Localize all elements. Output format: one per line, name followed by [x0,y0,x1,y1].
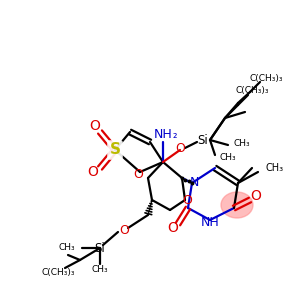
Text: C(CH₃)₃: C(CH₃)₃ [41,268,75,277]
Text: CH₃: CH₃ [265,163,283,173]
Text: O: O [88,165,98,179]
Text: O: O [133,167,143,181]
Text: O: O [119,224,129,236]
Text: CH₃: CH₃ [219,154,236,163]
Text: O: O [182,194,192,206]
Text: S: S [110,142,121,158]
Text: O: O [168,221,178,235]
Text: CH₃: CH₃ [58,244,75,253]
Text: C(CH₃)₃: C(CH₃)₃ [235,85,269,94]
Text: Si: Si [198,134,208,146]
Text: N: N [189,176,199,188]
Text: ₂: ₂ [173,130,177,140]
Text: NH: NH [154,128,172,142]
Text: C(CH₃)₃: C(CH₃)₃ [249,74,283,82]
Text: NH: NH [201,215,219,229]
Text: CH₃: CH₃ [92,266,108,274]
Text: Si: Si [94,242,105,254]
Text: CH₃: CH₃ [234,140,250,148]
Text: O: O [90,119,101,133]
Ellipse shape [221,192,253,218]
Text: O: O [250,189,261,203]
Text: O: O [175,142,185,154]
